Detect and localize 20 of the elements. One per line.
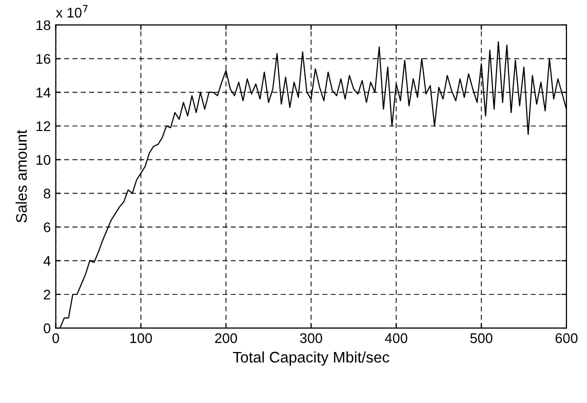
y-tick-label: 0 xyxy=(44,323,50,334)
x-axis-title: Total Capacity Mbit/sec xyxy=(232,351,390,366)
y-tick-label: 12 xyxy=(36,121,50,132)
y-tick-label: 18 xyxy=(36,20,50,30)
x-tick-label: 400 xyxy=(384,333,408,344)
y-tick-label: 6 xyxy=(44,222,50,232)
x-tick-label: 500 xyxy=(470,333,492,344)
y-tick-label: 8 xyxy=(44,188,50,199)
y-tick-label: 10 xyxy=(36,155,50,165)
y-tick-label: 2 xyxy=(44,290,50,300)
x-tick-label: 200 xyxy=(215,333,238,344)
y-tick-label: 16 xyxy=(36,54,50,64)
x-tick-label: 300 xyxy=(300,333,322,344)
text: x 10$^{7}$ xyxy=(56,5,88,18)
x-tick-label: 600 xyxy=(556,333,578,344)
x-tick-label: 0 xyxy=(52,333,60,344)
y-axis-title: Sales amount xyxy=(16,130,27,223)
x-tick-label: 100 xyxy=(130,333,152,344)
y-tick-label: 14 xyxy=(36,88,50,98)
y-tick-label: 4 xyxy=(44,256,50,266)
